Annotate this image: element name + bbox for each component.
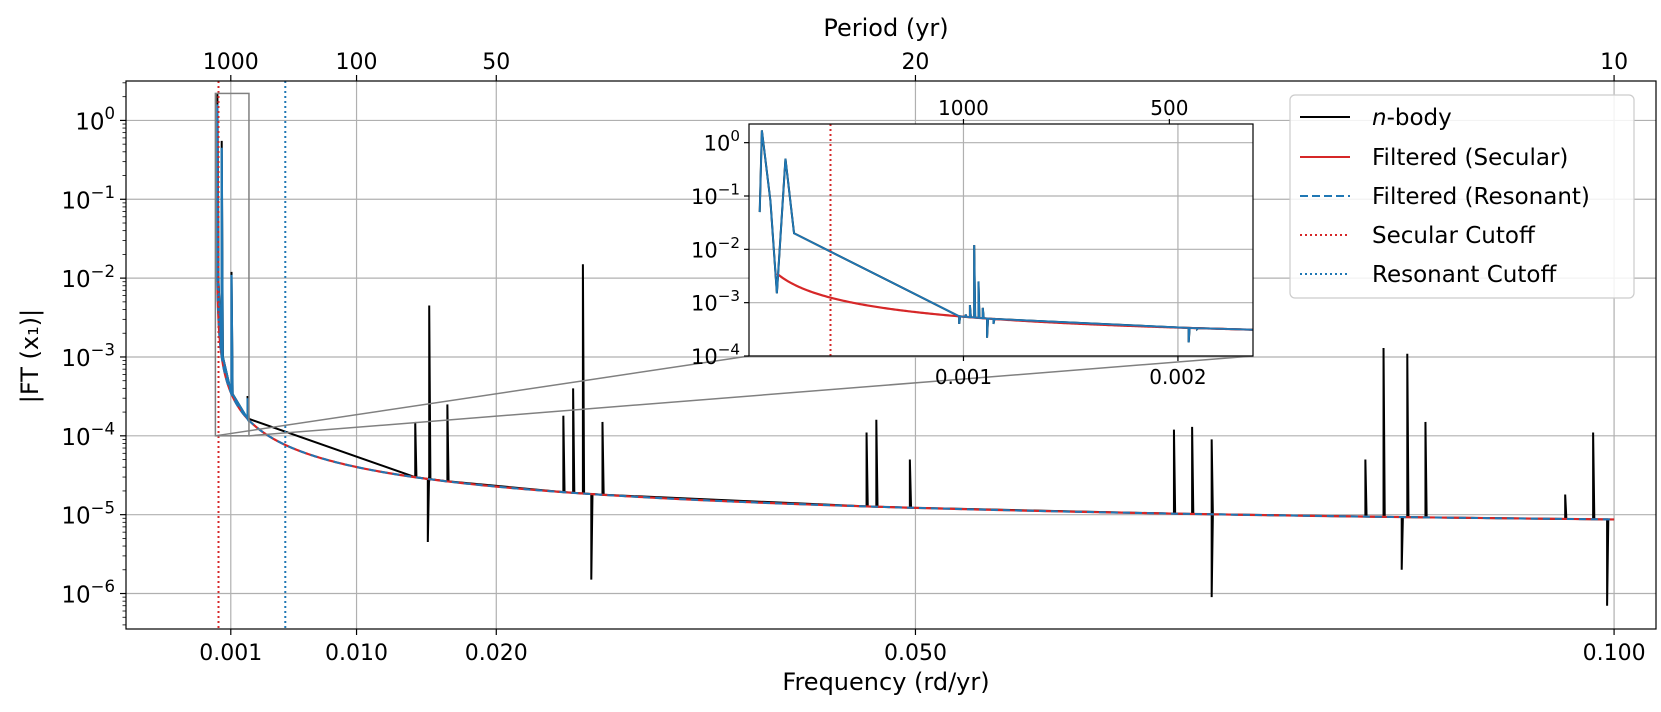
y-tick-label: 100: [75, 104, 115, 135]
x-tick-label: 0.050: [884, 641, 947, 666]
zoom-connector: [215, 355, 750, 437]
x-tick-label: 0.020: [465, 641, 528, 666]
inset-y-tick-label: 10−3: [691, 287, 740, 315]
x-axis-label: Frequency (rd/yr): [782, 668, 989, 696]
inset-y-tick-label: 10−1: [691, 181, 740, 209]
inset-resonant-series: [758, 130, 1254, 343]
inset-y-tick-label: 10−2: [691, 234, 740, 262]
main-ticks: 0.001 0.010 0.020 0.050 0.100 1000 100 50 20 10 10…: [61, 50, 1645, 666]
inset-ticks: 0.001 0.002 1000 500 100 10−1 10−2 10−3 10−4: [691, 96, 1207, 389]
inset-y-tick-label: 10−4: [691, 341, 740, 369]
inset-y-tick-label: 100: [704, 127, 740, 155]
inset-x-tick-label: 0.002: [1149, 365, 1206, 389]
top-tick-label: 20: [901, 50, 929, 75]
x-tick-label: 0.010: [325, 641, 388, 666]
top-tick-label: 1000: [203, 50, 259, 75]
zoom-box: [214, 92, 250, 437]
y-tick-label: 10−4: [61, 419, 115, 450]
y-tick-label: 10−6: [61, 577, 115, 608]
x-tick-label: 0.100: [1583, 641, 1646, 666]
inset-background: [749, 124, 1253, 356]
top-tick-label: 50: [482, 50, 510, 75]
legend-label-resonant-cutoff: Resonant Cutoff: [1372, 262, 1557, 288]
filtered-resonant-peaks: [216, 104, 250, 423]
legend-label-filtered-resonant: Filtered (Resonant): [1372, 184, 1590, 210]
inset-axes: 0.001 0.002 1000 500 100 10−1 10−2 10−3 10−4: [691, 96, 1254, 389]
legend: n-body Filtered (Secular) Filtered (Reso…: [1289, 94, 1635, 299]
inset-plot-lines: [758, 124, 1254, 356]
y-tick-label: 10−5: [61, 498, 115, 529]
filtered-resonant-series: [216, 282, 1615, 521]
main-grid: [126, 81, 1656, 629]
y-tick-label: 10−1: [61, 183, 115, 214]
main-axes-frame: [125, 80, 1657, 630]
zoom-indicator: [214, 92, 1254, 437]
zoom-connector: [248, 355, 1254, 437]
inset-top-tick-label: 1000: [938, 96, 989, 120]
y-tick-label: 10−2: [61, 262, 115, 293]
top-tick-label: 100: [336, 50, 378, 75]
top-tick-label: 10: [1600, 50, 1628, 75]
top-axis-label: Period (yr): [823, 14, 948, 42]
legend-box: [1289, 94, 1635, 299]
main-plot-lines: [216, 81, 1615, 629]
legend-label-secular-cutoff: Secular Cutoff: [1372, 223, 1536, 249]
inset-frame: [748, 123, 1254, 357]
y-axis-label: |FT (x₁)|: [16, 309, 44, 403]
legend-label-nbody: n-body: [1372, 105, 1452, 131]
inset-x-tick-label: 0.001: [935, 365, 992, 389]
y-tick-label: 10−3: [61, 341, 115, 372]
legend-label-filtered-secular: Filtered (Secular): [1372, 145, 1568, 171]
inset-top-tick-label: 500: [1150, 96, 1188, 120]
x-tick-label: 0.001: [199, 641, 262, 666]
